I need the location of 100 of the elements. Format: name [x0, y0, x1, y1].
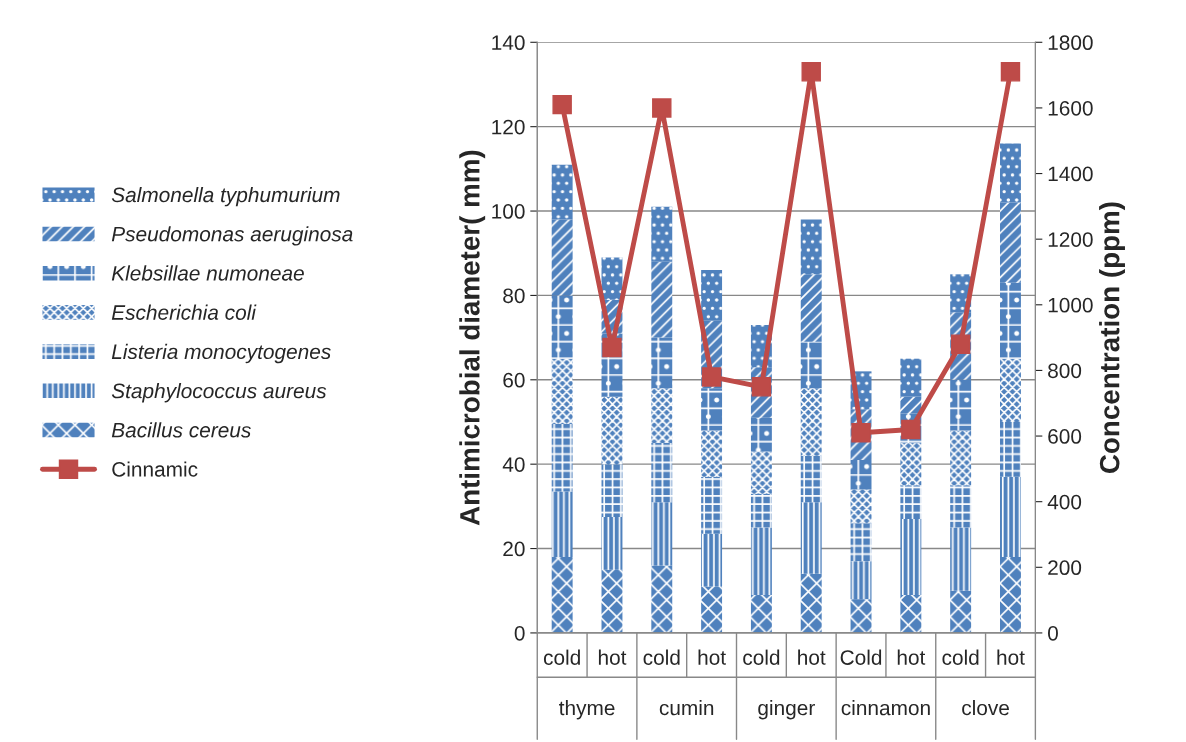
bar	[800, 219, 822, 275]
bar	[850, 459, 872, 490]
bar	[900, 485, 922, 520]
bar	[750, 417, 772, 452]
bar	[850, 489, 872, 524]
bar	[701, 270, 723, 321]
text: clove	[962, 700, 1009, 716]
y2-axis-title: Concentration (ppm)	[1099, 202, 1125, 474]
bar	[651, 206, 673, 262]
y-tick-label: 120	[492, 119, 525, 135]
legend-label: Salmonella typhumurium	[111, 186, 340, 207]
y2-tick-label: 600	[1048, 429, 1082, 444]
y-tick-label: 0	[514, 625, 525, 641]
y2-tick-label: 1600	[1048, 100, 1093, 116]
text: cinnamon	[841, 700, 930, 716]
bar	[900, 396, 922, 414]
x-tick-label: hot	[698, 649, 726, 665]
bar	[950, 379, 972, 431]
bar	[950, 485, 972, 528]
legend-label: Staphylococcus aureus	[111, 383, 327, 403]
bar	[701, 533, 723, 587]
y-axis-title: Antimicrobial diameter( mm)	[459, 150, 486, 526]
bar	[800, 341, 822, 389]
x-tick-label: cold	[643, 649, 680, 665]
text: ginger	[758, 700, 815, 720]
bar	[1000, 358, 1021, 422]
y2-tick-label: 1000	[1048, 297, 1093, 313]
bar	[900, 519, 922, 595]
y2-tick-label: 1400	[1048, 166, 1093, 182]
bar	[850, 599, 872, 633]
bar	[651, 502, 673, 566]
bar	[701, 586, 723, 633]
bar	[900, 594, 922, 633]
bar	[551, 556, 573, 633]
y2-tick-label: 1800	[1048, 35, 1093, 51]
y-tick-label: 80	[503, 288, 525, 304]
x-tick-label: cold	[543, 649, 580, 665]
bar	[850, 523, 872, 562]
x-tick-label: hot	[897, 649, 926, 665]
bar	[651, 388, 673, 444]
bar	[601, 257, 623, 300]
bar	[900, 358, 922, 397]
text: cumin	[659, 700, 714, 716]
y2-tick-label: 400	[1047, 494, 1082, 510]
bar	[1000, 556, 1021, 633]
bar	[800, 274, 822, 342]
y-tick-label: 40	[502, 457, 525, 472]
x-tick-label: hot	[598, 649, 627, 665]
bar	[1000, 202, 1021, 283]
x-tick-label: hot	[997, 649, 1025, 665]
bar	[651, 261, 673, 338]
legend-label: Escherichia coli	[111, 304, 257, 320]
point	[1000, 62, 1021, 82]
bar	[750, 594, 772, 633]
bar	[1000, 476, 1021, 557]
bar	[651, 337, 673, 389]
y-tick-label: 20	[503, 541, 525, 557]
bar	[1000, 143, 1021, 203]
bar	[551, 295, 573, 359]
bar	[1000, 282, 1021, 359]
bar	[551, 358, 573, 425]
bar	[651, 565, 673, 633]
bar	[551, 491, 573, 557]
legend-label: Klebsillae numoneae	[111, 265, 304, 281]
y-tick-label: 60	[503, 372, 525, 388]
point	[652, 98, 672, 118]
bar	[601, 569, 623, 633]
legend-label: Bacillus cereus	[111, 422, 251, 438]
text: thyme	[559, 700, 615, 720]
bar	[750, 527, 772, 595]
bar	[651, 443, 673, 503]
bar	[750, 451, 772, 494]
bar	[701, 430, 723, 477]
point	[552, 94, 572, 115]
x-tick-label: Cold	[840, 649, 882, 665]
y-tick-label: 140	[492, 35, 525, 51]
bar	[750, 493, 772, 528]
legend-label: Cinnamic	[112, 461, 198, 477]
bar	[850, 561, 872, 600]
x-tick-label: hot	[798, 649, 826, 665]
y-tick-label: 100	[492, 204, 525, 219]
point	[701, 367, 722, 387]
bar	[950, 430, 972, 486]
bar	[601, 396, 623, 465]
bar	[601, 464, 623, 517]
bar	[701, 476, 723, 534]
y2-tick-label: 1200	[1048, 232, 1093, 247]
bar	[950, 590, 972, 633]
bar	[1000, 421, 1021, 477]
legend-label: Listeria monocytogenes	[111, 343, 331, 364]
y2-tick-label: 0	[1048, 625, 1058, 641]
point	[602, 337, 622, 358]
bar	[900, 443, 922, 486]
bar	[800, 388, 822, 456]
bar	[701, 388, 723, 431]
bar	[800, 455, 822, 503]
y2-tick-label: 200	[1048, 560, 1082, 576]
legend-label: Pseudomonas aeruginosa	[111, 226, 353, 246]
point	[801, 62, 821, 82]
bar	[551, 424, 573, 492]
